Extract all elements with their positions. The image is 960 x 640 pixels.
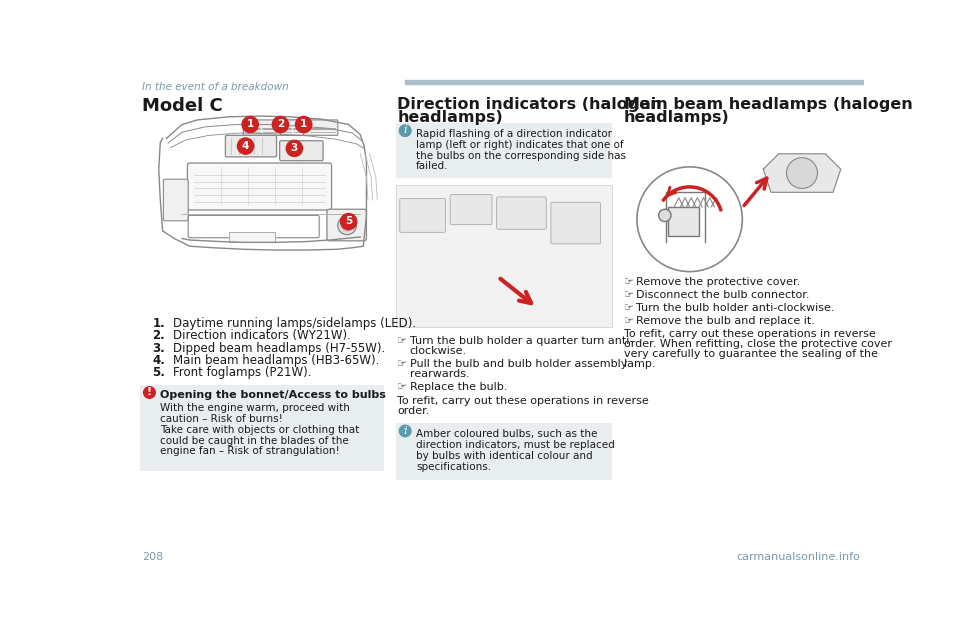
Text: by bulbs with identical colour and: by bulbs with identical colour and bbox=[416, 451, 592, 461]
Circle shape bbox=[341, 214, 357, 230]
Text: 208: 208 bbox=[142, 552, 163, 562]
Text: ☞: ☞ bbox=[397, 336, 407, 346]
Text: Opening the bonnet/Access to bulbs: Opening the bonnet/Access to bulbs bbox=[160, 390, 386, 400]
Text: Main beam headlamps (halogen: Main beam headlamps (halogen bbox=[624, 97, 913, 112]
Text: very carefully to guarantee the sealing of the: very carefully to guarantee the sealing … bbox=[624, 349, 877, 360]
Text: 3.: 3. bbox=[153, 342, 165, 355]
Text: Daytime running lamps/sidelamps (LED).: Daytime running lamps/sidelamps (LED). bbox=[173, 317, 416, 330]
FancyBboxPatch shape bbox=[450, 195, 492, 225]
Text: ☞: ☞ bbox=[624, 316, 634, 326]
Text: i: i bbox=[403, 125, 407, 135]
Circle shape bbox=[636, 167, 742, 271]
Text: 1: 1 bbox=[247, 119, 253, 129]
Text: i: i bbox=[403, 426, 407, 436]
Text: 3: 3 bbox=[291, 143, 298, 153]
FancyBboxPatch shape bbox=[396, 123, 612, 179]
Text: 1: 1 bbox=[300, 119, 307, 129]
Text: specifications.: specifications. bbox=[416, 462, 492, 472]
Text: Rapid flashing of a direction indicator: Rapid flashing of a direction indicator bbox=[416, 129, 612, 139]
FancyBboxPatch shape bbox=[327, 209, 367, 241]
Text: ☞: ☞ bbox=[624, 290, 634, 300]
Text: lamp.: lamp. bbox=[624, 360, 656, 369]
Bar bbox=[405, 80, 870, 84]
Text: direction indicators, must be replaced: direction indicators, must be replaced bbox=[416, 440, 614, 451]
Text: Front foglamps (P21W).: Front foglamps (P21W). bbox=[173, 366, 311, 380]
Text: Main beam headlamps (HB3-65W).: Main beam headlamps (HB3-65W). bbox=[173, 354, 379, 367]
FancyBboxPatch shape bbox=[396, 423, 612, 480]
Text: could be caught in the blades of the: could be caught in the blades of the bbox=[160, 436, 349, 445]
Text: Take care with objects or clothing that: Take care with objects or clothing that bbox=[160, 425, 360, 435]
Circle shape bbox=[399, 125, 411, 136]
Circle shape bbox=[144, 387, 156, 398]
Text: the bulbs on the corresponding side has: the bulbs on the corresponding side has bbox=[416, 150, 626, 161]
FancyBboxPatch shape bbox=[280, 120, 303, 135]
Polygon shape bbox=[763, 154, 841, 192]
Text: order. When refitting, close the protective cover: order. When refitting, close the protect… bbox=[624, 339, 892, 349]
Text: Turn the bulb holder a quarter turn anti-: Turn the bulb holder a quarter turn anti… bbox=[410, 336, 634, 346]
Text: To refit, carry out these operations in reverse: To refit, carry out these operations in … bbox=[624, 330, 876, 339]
Text: !: ! bbox=[147, 387, 152, 397]
Text: carmanualsonline.info: carmanualsonline.info bbox=[736, 552, 860, 562]
Text: Model C: Model C bbox=[142, 97, 223, 115]
Text: rearwards.: rearwards. bbox=[410, 369, 469, 380]
Text: Remove the bulb and replace it.: Remove the bulb and replace it. bbox=[636, 316, 815, 326]
FancyBboxPatch shape bbox=[279, 141, 324, 161]
Text: 4.: 4. bbox=[153, 354, 165, 367]
Text: order.: order. bbox=[397, 406, 430, 415]
Text: ☞: ☞ bbox=[624, 277, 634, 287]
Text: 1.: 1. bbox=[153, 317, 165, 330]
FancyBboxPatch shape bbox=[399, 198, 445, 232]
Text: ☞: ☞ bbox=[397, 383, 407, 392]
Circle shape bbox=[273, 116, 289, 132]
Circle shape bbox=[338, 216, 356, 235]
Text: engine fan – Risk of strangulation!: engine fan – Risk of strangulation! bbox=[160, 447, 340, 456]
Text: In the event of a breakdown: In the event of a breakdown bbox=[142, 82, 288, 92]
Text: ☞: ☞ bbox=[397, 360, 407, 369]
Circle shape bbox=[242, 116, 258, 132]
Text: caution – Risk of burns!: caution – Risk of burns! bbox=[160, 414, 283, 424]
Text: 2: 2 bbox=[276, 119, 284, 129]
Text: To refit, carry out these operations in reverse: To refit, carry out these operations in … bbox=[397, 396, 649, 406]
Circle shape bbox=[399, 425, 411, 436]
Text: Dipped beam headlamps (H7-55W).: Dipped beam headlamps (H7-55W). bbox=[173, 342, 385, 355]
FancyBboxPatch shape bbox=[551, 202, 601, 244]
Circle shape bbox=[786, 157, 818, 188]
FancyBboxPatch shape bbox=[226, 135, 276, 157]
FancyBboxPatch shape bbox=[243, 120, 338, 135]
Text: headlamps): headlamps) bbox=[624, 110, 730, 125]
Circle shape bbox=[286, 140, 302, 157]
Text: headlamps): headlamps) bbox=[397, 110, 503, 125]
Text: Direction indicators (halogen: Direction indicators (halogen bbox=[397, 97, 662, 112]
FancyBboxPatch shape bbox=[188, 216, 319, 237]
Text: Replace the bulb.: Replace the bulb. bbox=[410, 383, 507, 392]
Text: 5: 5 bbox=[345, 216, 352, 226]
Text: 2.: 2. bbox=[153, 330, 165, 342]
FancyBboxPatch shape bbox=[140, 385, 383, 471]
Text: failed.: failed. bbox=[416, 161, 448, 172]
Circle shape bbox=[342, 220, 352, 231]
FancyBboxPatch shape bbox=[163, 179, 188, 221]
Text: clockwise.: clockwise. bbox=[410, 346, 467, 356]
Text: With the engine warm, proceed with: With the engine warm, proceed with bbox=[160, 403, 350, 413]
Circle shape bbox=[659, 209, 671, 221]
Text: 5.: 5. bbox=[153, 366, 165, 380]
Text: Direction indicators (WY21W).: Direction indicators (WY21W). bbox=[173, 330, 350, 342]
Text: ☞: ☞ bbox=[624, 303, 634, 313]
Circle shape bbox=[237, 138, 253, 154]
Text: Turn the bulb holder anti-clockwise.: Turn the bulb holder anti-clockwise. bbox=[636, 303, 834, 313]
Text: 4: 4 bbox=[242, 141, 250, 150]
Text: Amber coloured bulbs, such as the: Amber coloured bulbs, such as the bbox=[416, 429, 597, 440]
Bar bbox=[668, 207, 699, 236]
FancyBboxPatch shape bbox=[496, 197, 546, 229]
Bar bbox=[228, 232, 275, 243]
Text: Disconnect the bulb connector.: Disconnect the bulb connector. bbox=[636, 290, 809, 300]
FancyBboxPatch shape bbox=[187, 163, 331, 210]
Text: lamp (left or right) indicates that one of: lamp (left or right) indicates that one … bbox=[416, 140, 624, 150]
Circle shape bbox=[296, 116, 312, 132]
Bar bbox=[396, 184, 612, 327]
Text: Remove the protective cover.: Remove the protective cover. bbox=[636, 277, 801, 287]
Text: Pull the bulb and bulb holder assembly: Pull the bulb and bulb holder assembly bbox=[410, 360, 627, 369]
